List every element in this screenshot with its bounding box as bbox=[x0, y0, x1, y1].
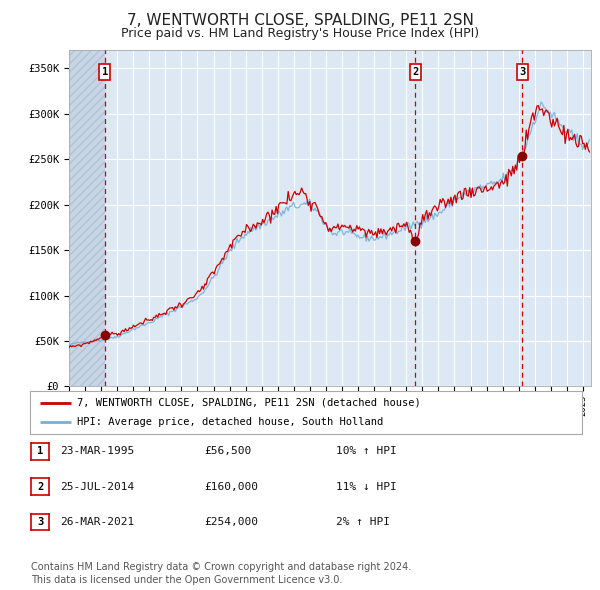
Text: 7, WENTWORTH CLOSE, SPALDING, PE11 2SN (detached house): 7, WENTWORTH CLOSE, SPALDING, PE11 2SN (… bbox=[77, 398, 421, 408]
Text: 2: 2 bbox=[412, 67, 418, 77]
Text: 25-JUL-2014: 25-JUL-2014 bbox=[60, 482, 134, 491]
Text: 1: 1 bbox=[37, 447, 43, 456]
Text: 11% ↓ HPI: 11% ↓ HPI bbox=[336, 482, 397, 491]
Text: 2: 2 bbox=[37, 482, 43, 491]
Text: 2% ↑ HPI: 2% ↑ HPI bbox=[336, 517, 390, 527]
Text: 1: 1 bbox=[101, 67, 108, 77]
Text: 23-MAR-1995: 23-MAR-1995 bbox=[60, 447, 134, 456]
Text: HPI: Average price, detached house, South Holland: HPI: Average price, detached house, Sout… bbox=[77, 417, 383, 427]
Text: 3: 3 bbox=[519, 67, 526, 77]
Bar bbox=[69, 50, 104, 386]
Text: 7, WENTWORTH CLOSE, SPALDING, PE11 2SN: 7, WENTWORTH CLOSE, SPALDING, PE11 2SN bbox=[127, 13, 473, 28]
Text: 3: 3 bbox=[37, 517, 43, 527]
Text: £254,000: £254,000 bbox=[204, 517, 258, 527]
Text: Price paid vs. HM Land Registry's House Price Index (HPI): Price paid vs. HM Land Registry's House … bbox=[121, 27, 479, 40]
Text: £56,500: £56,500 bbox=[204, 447, 251, 456]
Text: 26-MAR-2021: 26-MAR-2021 bbox=[60, 517, 134, 527]
Text: £160,000: £160,000 bbox=[204, 482, 258, 491]
Text: 10% ↑ HPI: 10% ↑ HPI bbox=[336, 447, 397, 456]
Text: Contains HM Land Registry data © Crown copyright and database right 2024.
This d: Contains HM Land Registry data © Crown c… bbox=[31, 562, 412, 585]
